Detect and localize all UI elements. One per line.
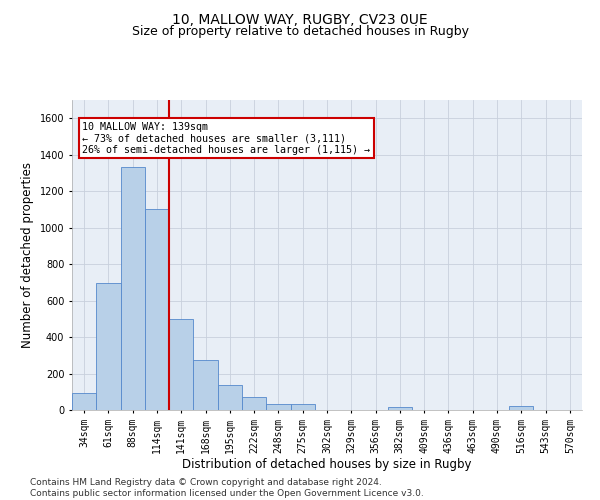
Bar <box>242 397 266 410</box>
Y-axis label: Number of detached properties: Number of detached properties <box>21 162 34 348</box>
Bar <box>145 210 169 410</box>
Bar <box>96 284 121 410</box>
Bar <box>193 360 218 410</box>
Text: 10 MALLOW WAY: 139sqm
← 73% of detached houses are smaller (3,111)
26% of semi-d: 10 MALLOW WAY: 139sqm ← 73% of detached … <box>82 122 370 155</box>
Bar <box>72 392 96 410</box>
Bar <box>509 406 533 410</box>
Bar <box>169 319 193 410</box>
Text: 10, MALLOW WAY, RUGBY, CV23 0UE: 10, MALLOW WAY, RUGBY, CV23 0UE <box>172 12 428 26</box>
Bar <box>218 386 242 410</box>
X-axis label: Distribution of detached houses by size in Rugby: Distribution of detached houses by size … <box>182 458 472 471</box>
Bar <box>388 408 412 410</box>
Bar <box>121 168 145 410</box>
Text: Size of property relative to detached houses in Rugby: Size of property relative to detached ho… <box>131 25 469 38</box>
Bar <box>266 404 290 410</box>
Text: Contains HM Land Registry data © Crown copyright and database right 2024.
Contai: Contains HM Land Registry data © Crown c… <box>30 478 424 498</box>
Bar <box>290 404 315 410</box>
